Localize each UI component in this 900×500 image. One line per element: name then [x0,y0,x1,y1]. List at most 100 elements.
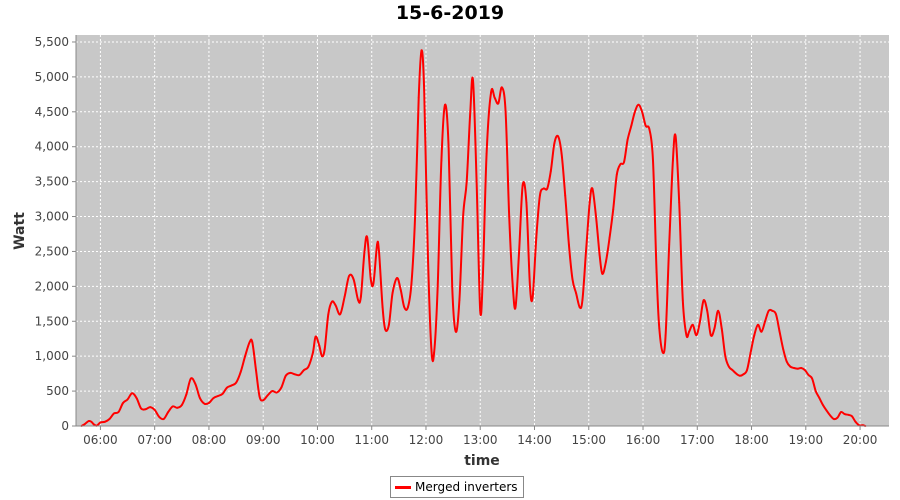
data-point [796,367,799,370]
data-point [668,243,671,246]
data-point [564,194,567,197]
data-point [312,351,314,354]
data-point [321,355,323,358]
grid-lines [76,35,889,426]
data-point [369,278,372,281]
data-point [323,348,326,351]
data-point [363,250,366,253]
data-point [176,406,179,409]
y-tick-label: 1,500 [35,314,69,328]
y-tick-label: 5,500 [35,35,69,49]
data-point [307,365,310,368]
y-tick-label: 1,000 [35,349,69,363]
data-point [131,392,134,395]
data-point [782,348,785,351]
data-point [735,372,738,375]
data-point [608,236,611,239]
x-tick-label: 20:00 [843,433,878,447]
y-tick-label: 3,000 [35,210,69,224]
data-point [525,201,528,204]
data-point [433,351,435,354]
data-point [490,91,492,94]
data-point [605,261,607,263]
x-tick-label: 19:00 [789,433,824,447]
data-point [738,374,741,377]
data-point [804,369,806,371]
data-point [771,309,774,312]
data-point [414,215,416,218]
data-point [840,411,842,413]
data-point [793,367,795,369]
data-point [493,96,496,99]
x-tick-label: 14:00 [517,433,552,447]
data-point [601,272,604,275]
data-point [262,399,265,402]
data-point [384,328,387,331]
data-point [699,320,701,323]
data-point [212,397,215,399]
data-point [149,406,152,408]
data-point [514,306,517,309]
data-point [318,344,321,347]
data-point [615,173,618,176]
data-point [591,187,594,190]
data-point [531,295,534,298]
y-tick-label: 500 [46,384,69,398]
x-tick-label: 09:00 [246,433,281,447]
data-point [331,300,333,303]
data-point [275,391,278,394]
data-point [829,414,832,417]
data-point [113,412,115,415]
data-point [578,306,581,309]
y-tick-label: 0 [61,419,69,433]
data-point [595,215,597,218]
data-point [637,103,640,106]
series-layer [80,49,867,427]
x-axis-label: time [464,453,500,469]
x-tick-label: 07:00 [137,433,172,447]
data-point [451,285,454,288]
data-point [465,180,468,183]
data-point [529,285,531,288]
data-point [664,334,667,337]
data-point [235,381,238,384]
x-tick-label: 08:00 [192,433,227,447]
data-point [426,250,429,253]
data-point [836,416,839,419]
data-point [140,407,143,410]
data-point [440,159,443,162]
data-point [818,397,821,399]
data-point [239,371,242,374]
y-tick-label: 2,000 [35,279,69,293]
data-point [549,170,552,173]
data-point [462,215,464,218]
data-point [99,421,102,424]
data-point [581,299,584,302]
data-point [709,334,712,337]
data-point [180,404,183,406]
data-point [87,420,90,422]
data-point [407,306,409,309]
data-point [501,86,503,89]
data-point [485,152,488,155]
data-point [702,299,705,302]
data-point [634,110,636,113]
data-point [749,351,752,354]
data-point [420,49,423,52]
data-point [314,335,317,338]
data-point [472,79,474,82]
legend: Merged inverters [390,476,524,498]
x-axis: 06:00 07:00 08:00 09:00 10:00 11:00 12:00 13:00… [83,426,877,447]
data-point [674,135,677,138]
data-point [626,138,629,141]
data-point [194,383,197,385]
data-point [284,374,287,377]
chart-title: 15-6-2019 [395,2,505,24]
data-point [378,250,380,253]
y-axis: 0 500 1,000 1,500 2,000 2,500 3,000 3,500 4,000 4… [35,35,76,433]
data-point [482,271,484,274]
data-point [753,334,756,337]
data-point [619,163,622,166]
x-tick-label: 06:00 [83,433,118,447]
data-point [825,409,828,412]
